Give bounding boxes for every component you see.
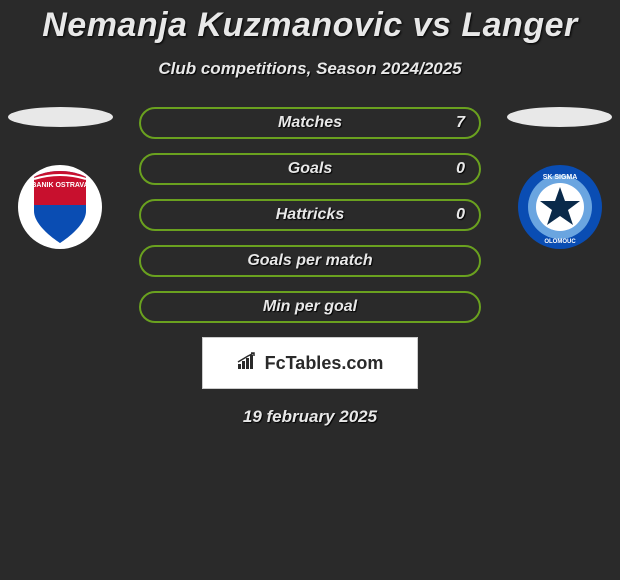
stat-row-hattricks: Hattricks 0 — [139, 199, 481, 231]
stat-right-value: 0 — [456, 160, 465, 178]
page-title: Nemanja Kuzmanovic vs Langer — [0, 0, 620, 45]
svg-text:OLOMOUC: OLOMOUC — [544, 239, 576, 245]
chart-icon — [237, 352, 259, 375]
left-club-logo: BANIK OSTRAVA — [18, 165, 102, 249]
stat-row-goals-per-match: Goals per match — [139, 245, 481, 277]
stat-label: Goals — [288, 160, 332, 178]
left-ellipse — [8, 107, 113, 127]
page-subtitle: Club competitions, Season 2024/2025 — [0, 59, 620, 79]
stat-row-matches: Matches 7 — [139, 107, 481, 139]
stat-label: Min per goal — [263, 298, 357, 316]
brand-label: FcTables.com — [265, 353, 384, 374]
stats-column: Matches 7 Goals 0 Hattricks 0 Goals per … — [139, 107, 481, 323]
stat-row-goals: Goals 0 — [139, 153, 481, 185]
stat-right-value: 7 — [456, 114, 465, 132]
stat-label: Goals per match — [247, 252, 372, 270]
brand-box[interactable]: FcTables.com — [202, 337, 418, 389]
sigma-olomouc-logo-icon: SK SIGMA OLOMOUC — [518, 165, 602, 249]
comparison-panel: BANIK OSTRAVA SK SIGMA OLOMOUC Matches 7… — [0, 107, 620, 427]
banik-ostrava-logo-icon: BANIK OSTRAVA — [18, 165, 102, 249]
date-label: 19 february 2025 — [0, 407, 620, 427]
stat-label: Hattricks — [276, 206, 344, 224]
svg-text:SK SIGMA: SK SIGMA — [543, 174, 578, 181]
right-ellipse — [507, 107, 612, 127]
stat-row-min-per-goal: Min per goal — [139, 291, 481, 323]
svg-text:BANIK OSTRAVA: BANIK OSTRAVA — [31, 182, 88, 189]
stat-right-value: 0 — [456, 206, 465, 224]
stat-label: Matches — [278, 114, 342, 132]
right-club-logo: SK SIGMA OLOMOUC — [518, 165, 602, 249]
